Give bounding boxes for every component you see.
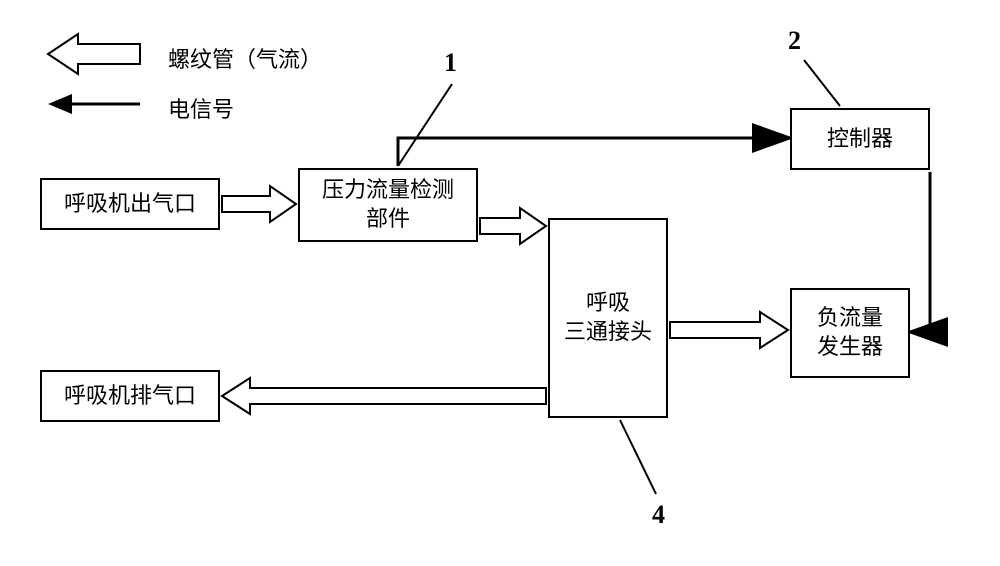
- airflow-arrow-sensor-to-tee: [480, 208, 546, 244]
- box-controller-text: 控制器: [827, 125, 893, 154]
- signal-controller-to-neggen: [912, 172, 930, 332]
- signal-sensor-to-controller: [398, 138, 788, 166]
- legend-hollow-label: 螺纹管（气流）: [168, 42, 322, 74]
- airflow-arrow-tee-to-exhaust: [222, 378, 546, 414]
- box-outlet: 呼吸机出气口: [40, 178, 220, 230]
- leader-1: [398, 84, 452, 166]
- box-exhaust: 呼吸机排气口: [40, 370, 220, 422]
- leader-4: [620, 420, 656, 494]
- box-exhaust-text: 呼吸机排气口: [64, 382, 196, 411]
- legend-hollow-arrow-icon: [48, 34, 140, 74]
- box-sensor: 压力流量检测 部件: [298, 168, 478, 242]
- box-outlet-text: 呼吸机出气口: [64, 190, 196, 219]
- leader-2: [804, 60, 840, 106]
- ref-num-2: 2: [788, 26, 801, 56]
- box-tee-text: 呼吸 三通接头: [564, 289, 652, 346]
- box-neg-gen-text: 负流量 发生器: [817, 304, 883, 361]
- box-sensor-text: 压力流量检测 部件: [322, 176, 454, 233]
- ref-num-4: 4: [652, 500, 665, 530]
- airflow-arrow-outlet-to-sensor: [222, 186, 296, 222]
- airflow-arrow-tee-to-neggen: [670, 312, 788, 348]
- box-neg-gen: 负流量 发生器: [790, 288, 910, 378]
- legend-solid-label: 电信号: [168, 92, 234, 124]
- box-controller: 控制器: [790, 108, 930, 170]
- connectors-svg: [0, 0, 1000, 566]
- ref-num-1: 1: [444, 48, 457, 78]
- box-tee: 呼吸 三通接头: [548, 218, 668, 418]
- legend-solid-arrow-icon: [48, 94, 140, 114]
